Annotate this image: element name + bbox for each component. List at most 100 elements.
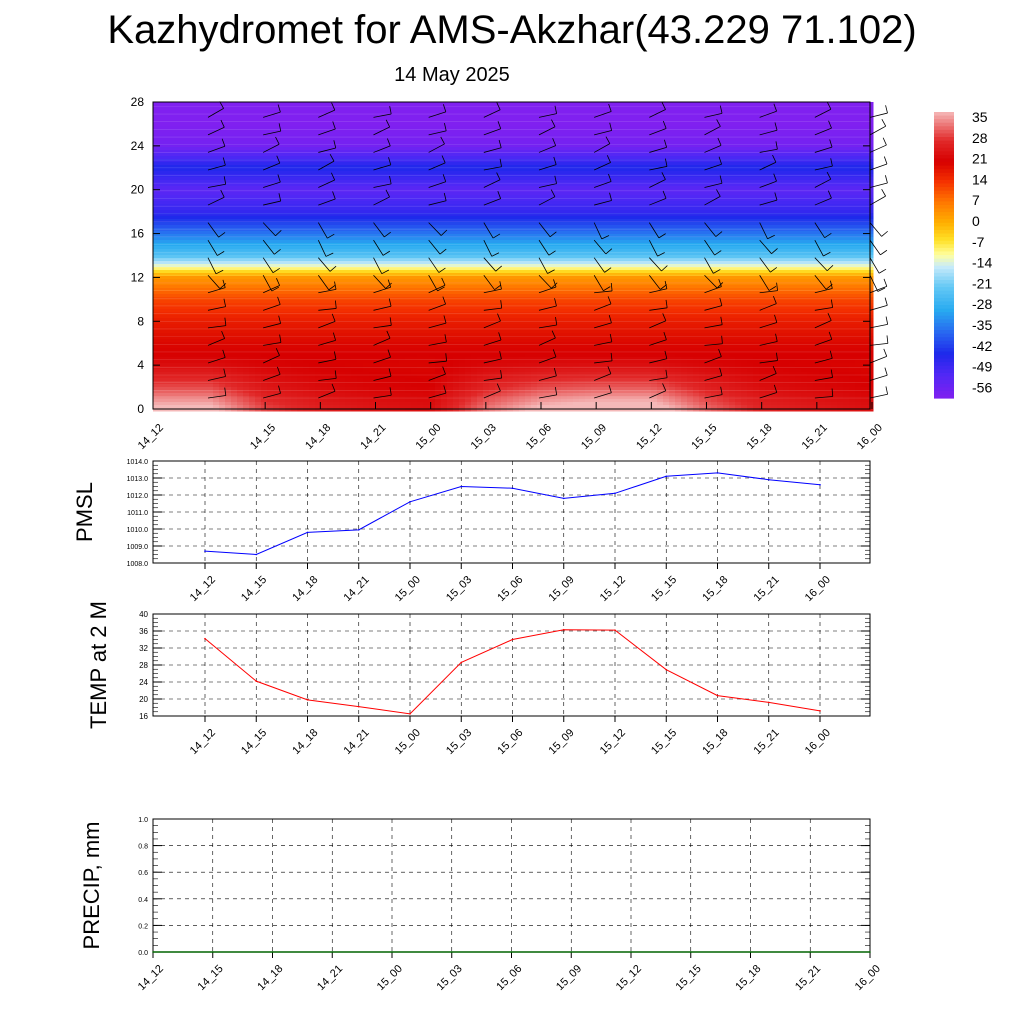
heatmap-cell [303,228,310,232]
heatmap-cell [315,144,322,148]
heatmap-cell [357,315,364,319]
heatmap-cell [267,396,274,400]
heatmap-cell [381,114,388,118]
heatmap-cell [399,192,406,196]
heatmap-cell [381,189,388,193]
heatmap-cell [309,198,316,202]
heatmap-cell [207,327,214,331]
heatmap-cell [375,243,382,247]
heatmap-cell [399,312,406,316]
heatmap-cell [351,261,358,265]
heatmap-cell [399,309,406,313]
heatmap-cell [297,192,304,196]
heatmap-cell [393,396,400,400]
heatmap-cell [159,177,166,181]
heatmap-cell [297,174,304,178]
heatmap-cell [393,234,400,238]
heatmap-cell [165,108,172,112]
heatmap-cell [291,273,298,277]
heatmap-cell [411,111,418,115]
heatmap-cell [225,399,232,403]
heatmap-cell [255,381,262,385]
heatmap-cell [159,327,166,331]
heatmap-cell [207,147,214,151]
heatmap-cell [333,243,340,247]
heatmap-cell [327,264,334,268]
heatmap-cell [231,144,238,148]
heatmap-cell [159,396,166,400]
heatmap-cell [171,189,178,193]
heatmap-cell [435,348,442,352]
heatmap-cell [429,204,436,208]
heatmap-cell [207,405,214,409]
heatmap-cell [405,189,412,193]
heatmap-cell [381,120,388,124]
heatmap-cell [165,354,172,358]
heatmap-cell [309,267,316,271]
heatmap-cell [219,237,226,241]
heatmap-cell [369,354,376,358]
heatmap-cell [195,198,202,202]
heatmap-cell [333,105,340,109]
heatmap-cell [213,156,220,160]
heatmap-cell [291,339,298,343]
heatmap-cell [279,303,286,307]
heatmap-cell [201,297,208,301]
heatmap-cell [213,282,220,286]
heatmap-cell [357,381,364,385]
heatmap-cell [333,129,340,133]
heatmap-cell [321,312,328,316]
heatmap-cell [213,279,220,283]
heatmap-cell [417,120,424,124]
heatmap-cell [213,354,220,358]
heatmap-cell [189,156,196,160]
heatmap-cell [345,369,352,373]
heatmap-cell [201,342,208,346]
heatmap-cell [417,204,424,208]
heatmap-cell [399,291,406,295]
heatmap-cell [291,372,298,376]
heatmap-cell [417,375,424,379]
heatmap-cell [405,297,412,301]
heatmap-cell [183,330,190,334]
heatmap-cell [273,246,280,250]
heatmap-cell [231,210,238,214]
heatmap-cell [441,177,448,181]
heatmap-cell [225,219,232,223]
heatmap-cell [285,147,292,151]
heatmap-cell [231,216,238,220]
heatmap-cell [399,135,406,139]
heatmap-cell [225,333,232,337]
heatmap-cell [387,168,394,172]
heatmap-cell [393,132,400,136]
heatmap-cell [285,162,292,166]
heatmap-cell [231,285,238,289]
heatmap-cell [189,300,196,304]
heatmap-cell [171,156,178,160]
heatmap-cell [333,120,340,124]
heatmap-cell [183,219,190,223]
heatmap-cell [201,273,208,277]
heatmap-cell [177,405,184,409]
heatmap-cell [195,225,202,229]
heatmap-cell [219,204,226,208]
heatmap-cell [357,192,364,196]
heatmap-cell [279,102,286,106]
heatmap-cell [435,174,442,178]
heatmap-cell [357,210,364,214]
heatmap-cell [435,192,442,196]
heatmap-cell [189,174,196,178]
heatmap-cell [321,300,328,304]
heatmap-cell [219,270,226,274]
heatmap-cell [297,324,304,328]
heatmap-cell [249,204,256,208]
heatmap-cell [321,180,328,184]
heatmap-cell [177,291,184,295]
heatmap-cell [303,336,310,340]
heatmap-cell [177,246,184,250]
heatmap-cell [399,264,406,268]
heatmap-cell [261,129,268,133]
heatmap-cell [255,165,262,169]
heatmap-cell [165,390,172,394]
heatmap-cell [261,177,268,181]
